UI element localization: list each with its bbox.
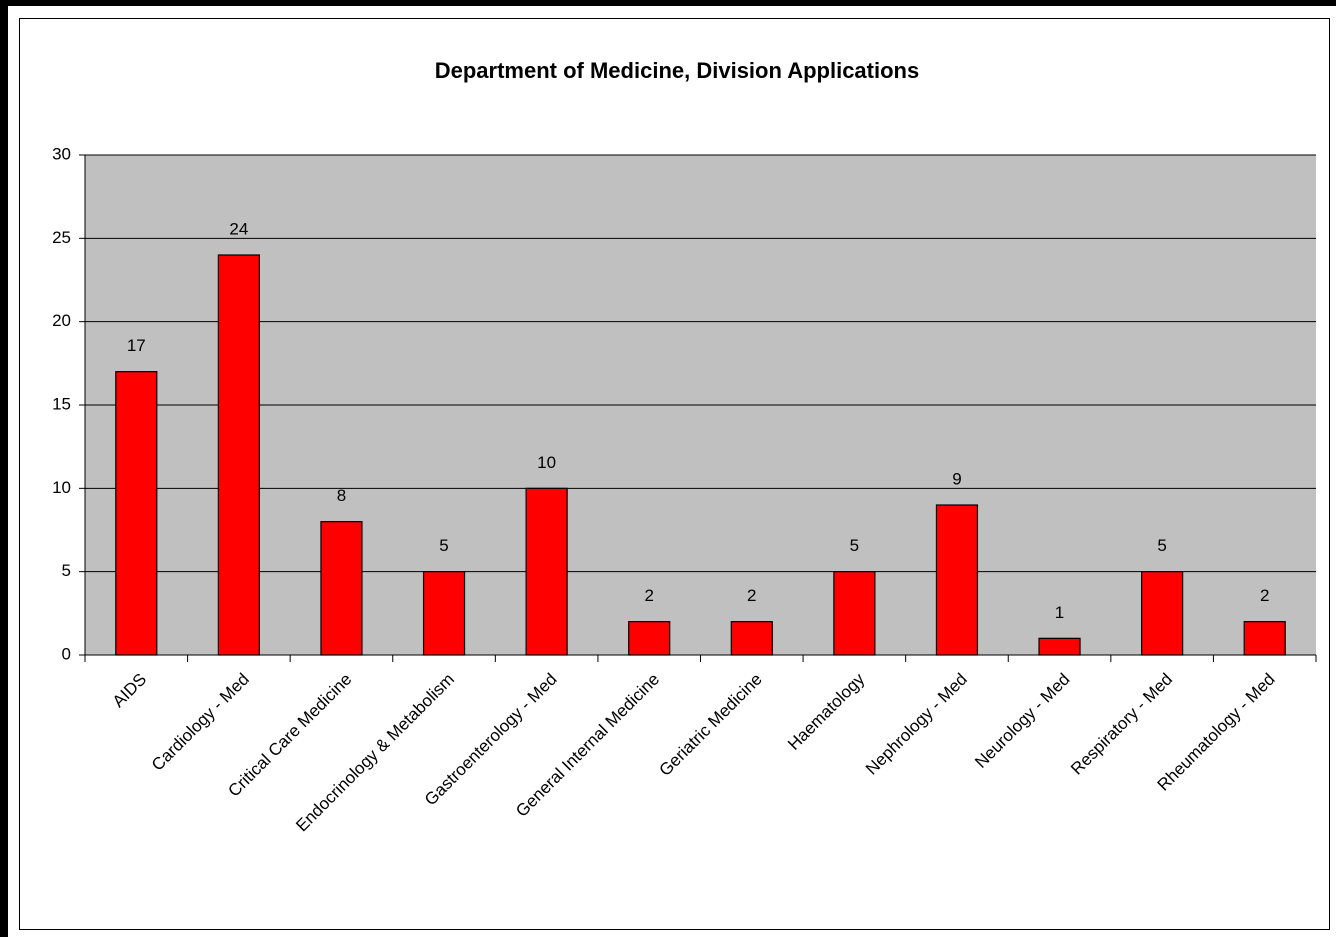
data-label: 17 bbox=[127, 336, 146, 355]
data-label: 5 bbox=[850, 536, 859, 555]
data-label: 1 bbox=[1055, 603, 1064, 622]
data-label: 2 bbox=[747, 586, 756, 605]
data-label: 5 bbox=[439, 536, 448, 555]
bar bbox=[422, 571, 466, 656]
data-label: 24 bbox=[229, 219, 248, 238]
y-tick-label: 10 bbox=[52, 478, 71, 497]
bar bbox=[115, 371, 158, 656]
data-label: 5 bbox=[1157, 536, 1166, 555]
bar bbox=[935, 504, 979, 656]
y-tick-label: 0 bbox=[62, 644, 71, 663]
y-tick-label: 5 bbox=[62, 561, 71, 580]
y-tick-label: 15 bbox=[52, 394, 71, 413]
data-label: 2 bbox=[1260, 586, 1269, 605]
bar bbox=[730, 621, 773, 656]
chart-border bbox=[19, 18, 1330, 930]
bar bbox=[1038, 637, 1081, 656]
chart-title: Department of Medicine, Division Applica… bbox=[435, 58, 919, 83]
y-tick-label: 20 bbox=[52, 311, 71, 330]
bar bbox=[1141, 571, 1184, 656]
y-tick-label: 25 bbox=[52, 228, 71, 247]
data-label: 10 bbox=[537, 453, 556, 472]
bar bbox=[628, 621, 671, 656]
data-label: 8 bbox=[337, 486, 346, 505]
bar bbox=[1243, 621, 1286, 656]
bar bbox=[217, 254, 260, 656]
data-label: 9 bbox=[952, 469, 961, 488]
bar bbox=[320, 521, 363, 656]
bar bbox=[525, 487, 568, 656]
y-tick-label: 30 bbox=[52, 144, 71, 163]
data-label: 2 bbox=[644, 586, 653, 605]
bar bbox=[833, 571, 876, 656]
